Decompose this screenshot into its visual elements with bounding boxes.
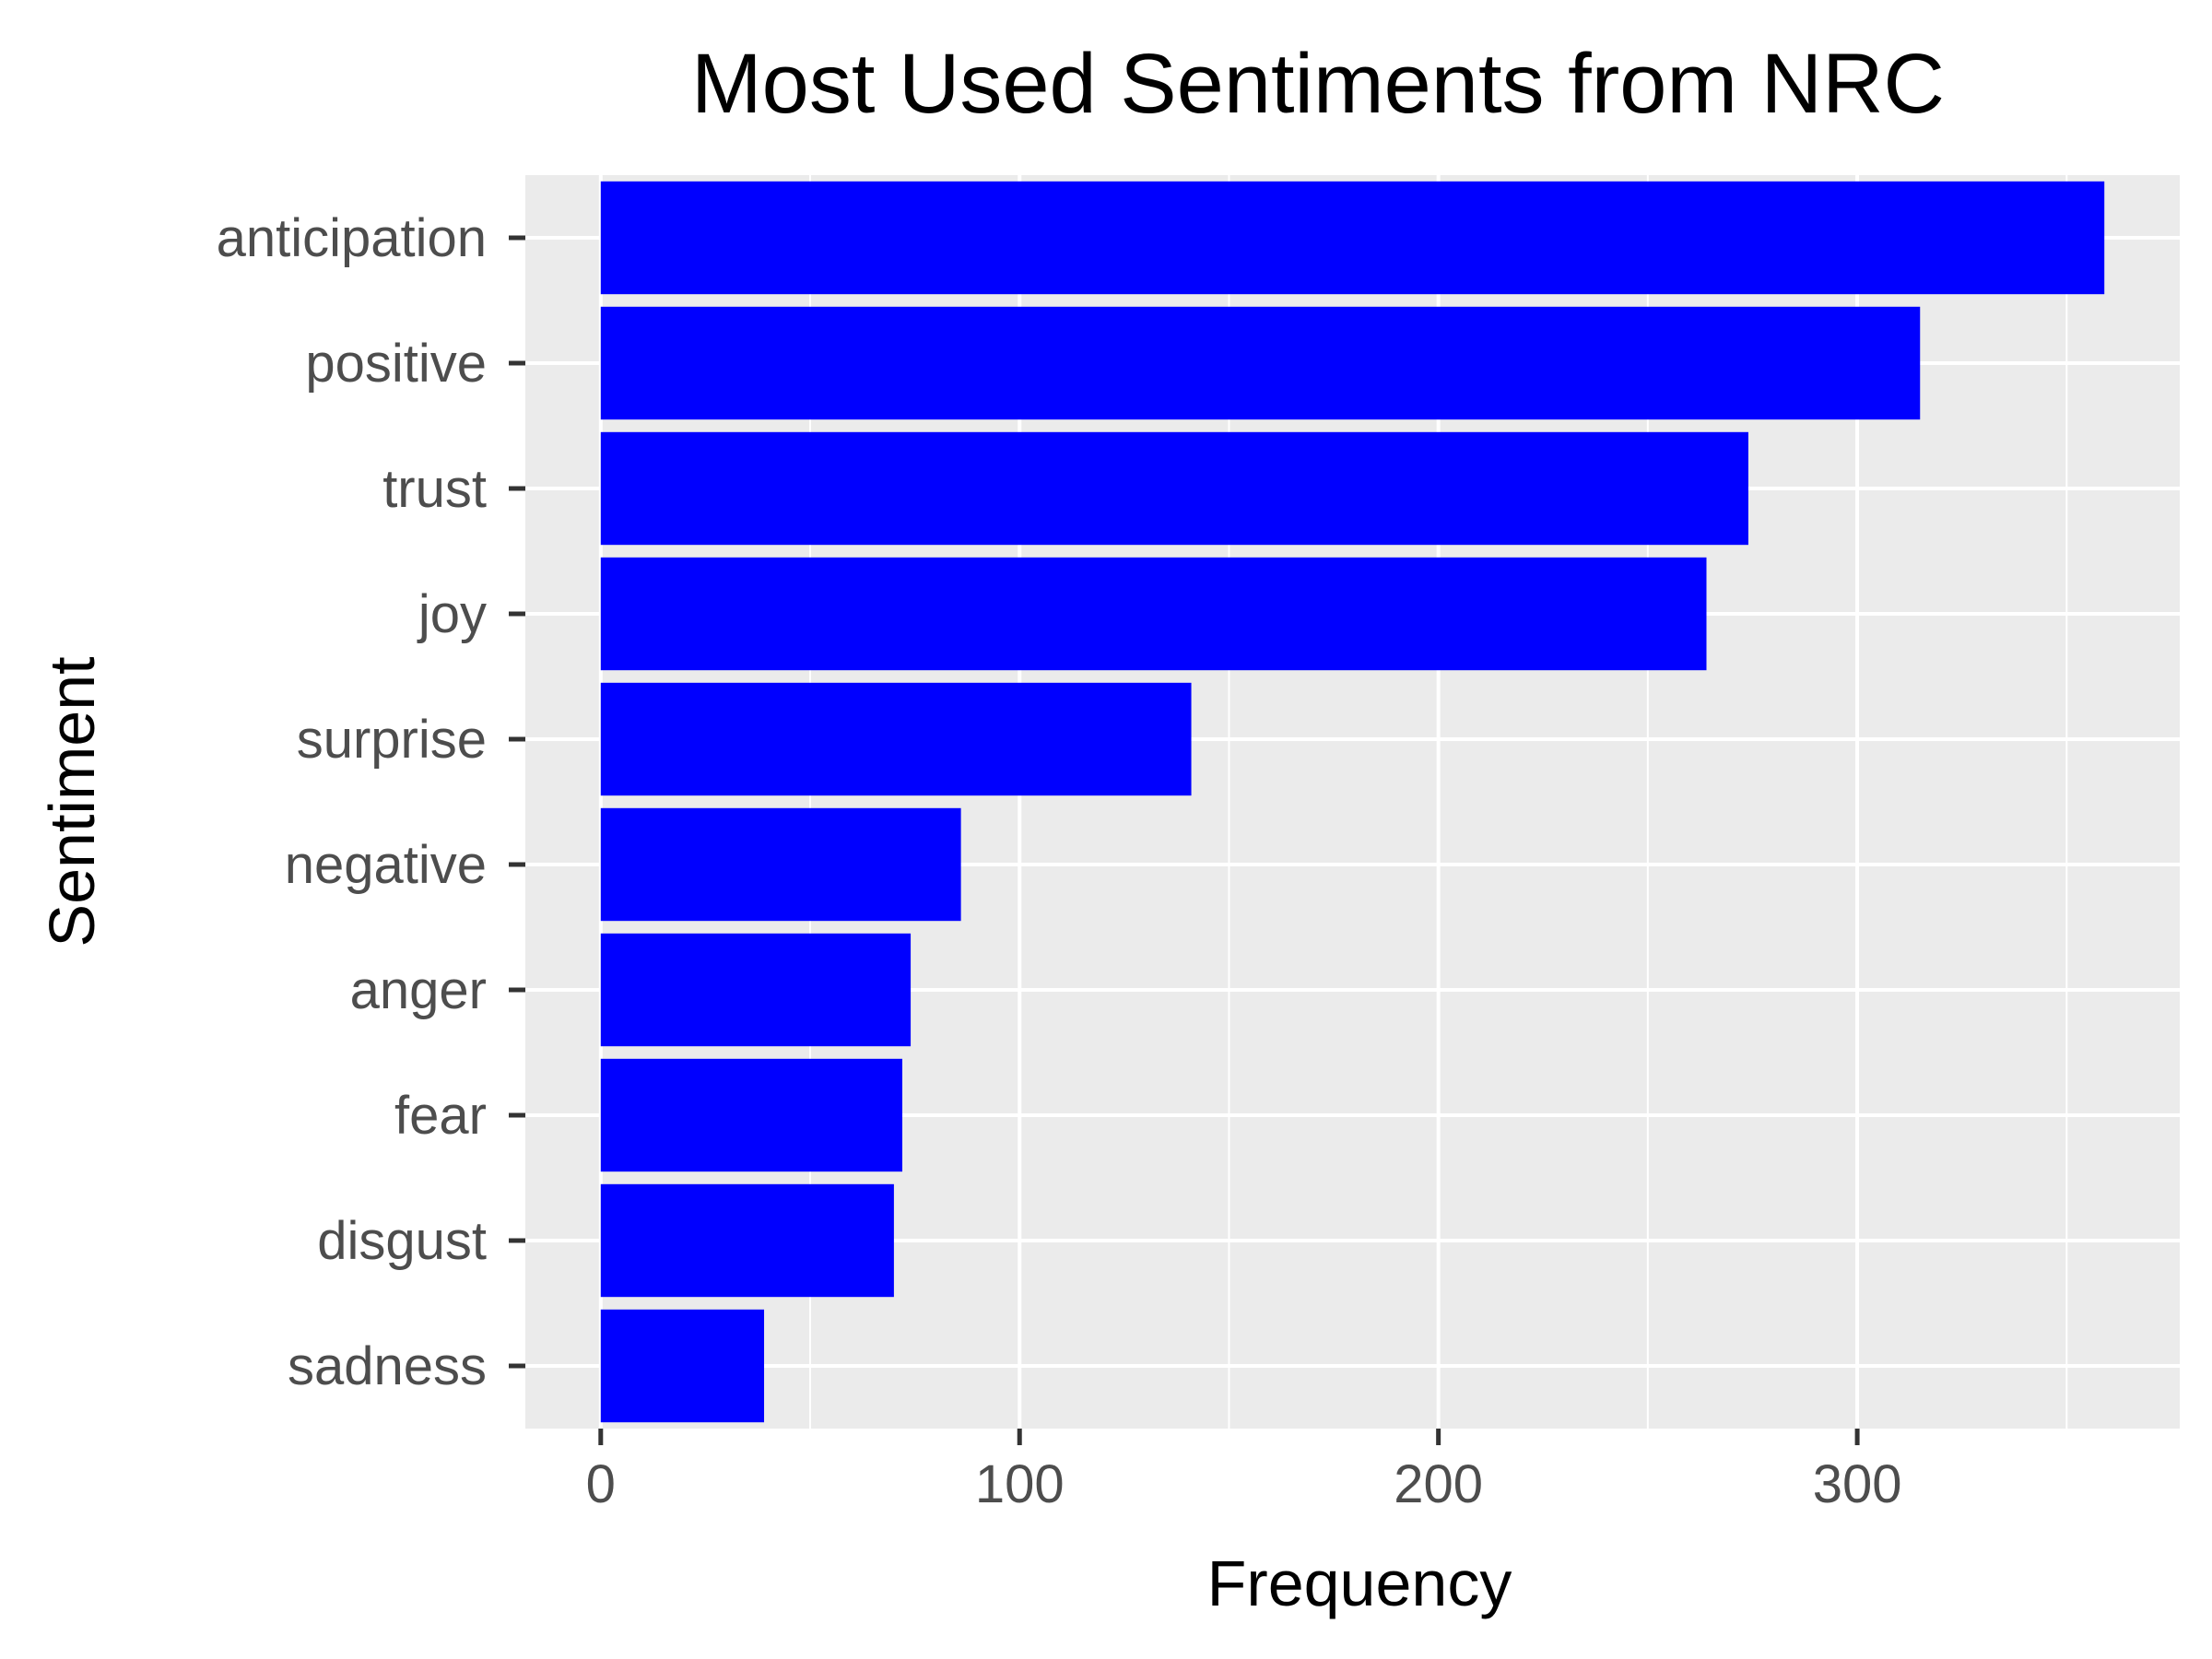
x-axis-ticks <box>598 1429 1860 1445</box>
y-tick-label: joy <box>417 584 487 644</box>
y-tick-label: fear <box>394 1086 487 1146</box>
y-tick-label: surprise <box>297 710 487 770</box>
bars <box>600 181 2105 1423</box>
x-tick-label: 300 <box>1813 1454 1902 1514</box>
y-tick-label: negative <box>285 835 487 895</box>
y-axis-ticks <box>509 235 525 1369</box>
y-axis-tick-labels: anticipation positive trust joy surprise nega… <box>217 208 487 1396</box>
x-axis-tick-labels: 0 100 200 300 <box>586 1454 1902 1514</box>
y-tick-label: positive <box>305 334 487 394</box>
bar-negative <box>600 807 961 922</box>
x-tick-label: 200 <box>1394 1454 1483 1514</box>
bar-anticipation <box>600 181 2105 295</box>
y-tick-label: disgust <box>317 1211 487 1271</box>
bar-positive <box>600 306 1921 420</box>
chart-title: Most Used Sentiments from NRC <box>691 37 1945 131</box>
x-tick-label: 0 <box>586 1454 616 1514</box>
y-tick-label: trust <box>382 459 487 519</box>
bar-fear <box>600 1058 902 1172</box>
bar-anger <box>600 933 912 1047</box>
y-tick-label: sadness <box>288 1336 487 1396</box>
bar-trust <box>600 431 1748 546</box>
bar-joy <box>600 557 1707 671</box>
y-tick-label: anticipation <box>217 208 487 268</box>
bar-sadness <box>600 1309 765 1423</box>
x-tick-label: 100 <box>975 1454 1065 1514</box>
y-tick-label: anger <box>350 960 487 1020</box>
x-axis-title: Frequency <box>1207 1547 1512 1619</box>
bar-surprise <box>600 682 1192 796</box>
bar-disgust <box>600 1183 894 1298</box>
y-axis-title: Sentiment <box>36 656 108 947</box>
